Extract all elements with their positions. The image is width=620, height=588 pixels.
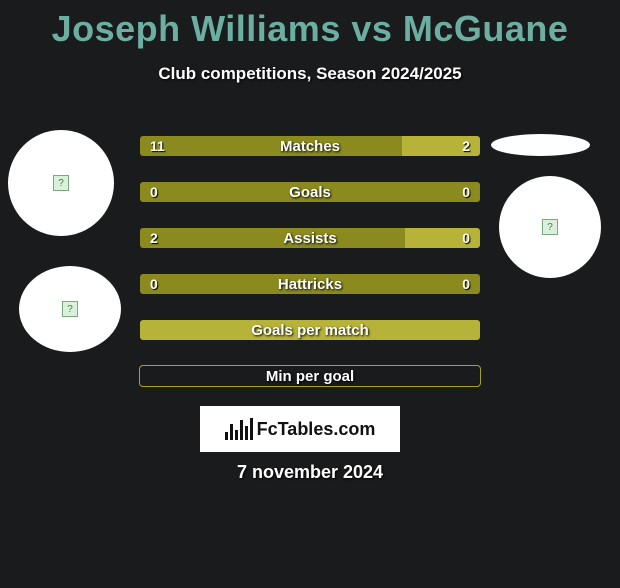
brand-text: FcTables.com bbox=[257, 419, 376, 440]
avatar-right: ? bbox=[499, 176, 601, 278]
placeholder-icon: ? bbox=[62, 301, 78, 317]
stat-right-value: 0 bbox=[405, 228, 480, 248]
stat-left-value: 11 bbox=[140, 136, 402, 156]
stat-row: Goals per match bbox=[139, 319, 481, 341]
stat-left-value: 2 bbox=[140, 228, 405, 248]
stat-row: Min per goal bbox=[139, 365, 481, 387]
avatar-left-bot: ? bbox=[19, 266, 121, 352]
stat-left-value: 0 bbox=[140, 274, 310, 294]
avatar-left-top: ? bbox=[8, 130, 114, 236]
stat-right-value: 2 bbox=[402, 136, 480, 156]
brand-icon bbox=[225, 418, 253, 440]
stat-row: 00Goals bbox=[139, 181, 481, 203]
brand-badge: FcTables.com bbox=[200, 406, 400, 452]
comparison-bars: 112Matches 00Goals 20Assists 00Hattricks Goa… bbox=[139, 135, 481, 411]
stat-right-value: 0 bbox=[310, 182, 480, 202]
page-title: Joseph Williams vs McGuane bbox=[0, 8, 620, 50]
stat-row: 112Matches bbox=[139, 135, 481, 157]
placeholder-icon: ? bbox=[542, 219, 558, 235]
stat-left-value: 0 bbox=[140, 182, 310, 202]
placeholder-icon: ? bbox=[53, 175, 69, 191]
stat-label: Min per goal bbox=[140, 366, 480, 386]
stat-row: 00Hattricks bbox=[139, 273, 481, 295]
stat-right-value: 0 bbox=[310, 274, 480, 294]
page-subtitle: Club competitions, Season 2024/2025 bbox=[0, 64, 620, 84]
stat-left-value bbox=[140, 320, 480, 340]
ellipse-right-top bbox=[491, 134, 590, 156]
date-text: 7 november 2024 bbox=[0, 462, 620, 483]
stat-row: 20Assists bbox=[139, 227, 481, 249]
